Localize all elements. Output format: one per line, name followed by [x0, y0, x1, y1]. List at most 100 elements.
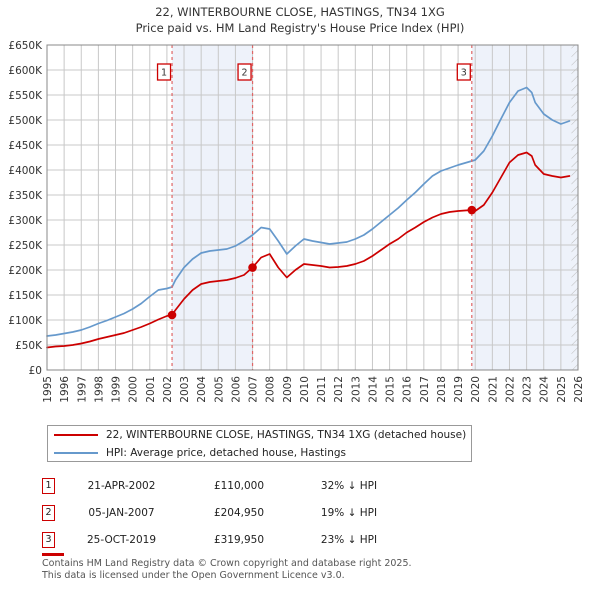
transaction-relative-3: 23% ↓ HPI [320, 533, 378, 546]
x-axis-tick-label: 1999 [111, 376, 123, 403]
x-axis-tick-label: 1998 [93, 376, 105, 403]
x-axis-tick-label: 2003 [179, 376, 191, 403]
transaction-price-1: £110,000 [213, 479, 265, 492]
transaction-badge-1: 1 [42, 477, 55, 494]
y-axis-tick-label: £200K [8, 265, 43, 277]
x-axis-tick-label: 1996 [59, 376, 71, 403]
legend-swatch-property [54, 434, 98, 436]
x-axis-tick-label: 2004 [196, 376, 208, 403]
marker-label-text-3: 3 [461, 68, 467, 79]
transaction-relative-2: 19% ↓ HPI [320, 506, 378, 519]
transaction-badge-2: 2 [42, 504, 55, 521]
x-axis-tick-label: 2005 [213, 376, 225, 403]
transaction-badge-3: 3 [42, 531, 55, 548]
y-axis-tick-label: £150K [8, 290, 43, 302]
transaction-date-3: 25-OCT-2019 [87, 533, 156, 546]
title-line-2: Price paid vs. HM Land Registry's House … [135, 21, 465, 35]
x-axis-tick-label: 1995 [42, 376, 54, 403]
x-axis-tick-label: 2019 [453, 376, 465, 403]
chart-legend: 22, WINTERBOURNE CLOSE, HASTINGS, TN34 1… [47, 425, 472, 462]
table-row[interactable]: 3 25-OCT-2019 £319,950 23% ↓ HPI [42, 526, 472, 553]
x-axis-ticks: 1995 1996 1997 1998 1999 2000 2001 2002 2003 2004… [42, 376, 585, 403]
legend-label-property: 22, WINTERBOURNE CLOSE, HASTINGS, TN34 1… [106, 429, 467, 441]
legend-item-property: 22, WINTERBOURNE CLOSE, HASTINGS, TN34 1… [48, 426, 471, 444]
plot-frame [46, 44, 579, 371]
series-line-property [46, 151, 571, 349]
marker-dot-3[interactable] [467, 205, 477, 215]
x-axis-tick-label: 2008 [265, 376, 277, 403]
transaction-marker-dots [167, 205, 477, 320]
y-axis-tick-label: £250K [8, 240, 43, 252]
chart-footer: Contains HM Land Registry data © Crown c… [42, 558, 582, 581]
x-axis-tick-label: 2000 [128, 376, 140, 403]
marker-label-box-1[interactable] [156, 63, 172, 81]
x-axis-tick-label: 2001 [145, 376, 157, 403]
transaction-date-1: 21-APR-2002 [87, 479, 156, 492]
y-axis-tick-label: £650K [8, 40, 43, 52]
table-row[interactable]: 1 21-APR-2002 £110,000 32% ↓ HPI [42, 472, 472, 499]
forecast-shaded-bands [172, 45, 578, 370]
x-axis-tick-label: 2021 [487, 376, 499, 403]
x-axis-tick-label: 2009 [282, 376, 294, 403]
y-axis-tick-label: £300K [8, 215, 43, 227]
y-axis-tick-label: £0 [29, 365, 42, 377]
chart-title: 22, WINTERBOURNE CLOSE, HASTINGS, TN34 1… [0, 4, 600, 36]
y-axis-ticks: £0 £50K £100K £150K £200K £250K £300K £350K £400… [8, 40, 43, 377]
x-axis-tick-label: 2010 [299, 376, 311, 403]
x-axis-tick-label: 2014 [367, 376, 379, 403]
x-axis-tick-label: 2024 [539, 376, 551, 403]
y-axis-tick-label: £600K [8, 65, 43, 77]
x-axis-tick-label: 2018 [436, 376, 448, 403]
x-axis-tick-label: 2017 [419, 376, 431, 403]
footer-line-2: This data is licensed under the Open Gov… [42, 569, 345, 581]
hatched-no-data-region [571, 45, 578, 370]
x-axis-tick-label: 2026 [573, 376, 585, 403]
legend-label-hpi: HPI: Average price, detached house, Hast… [106, 447, 346, 459]
x-axis-tick-label: 2013 [350, 376, 362, 403]
transaction-date-2: 05-JAN-2007 [88, 506, 155, 519]
y-axis-tick-label: £550K [8, 90, 43, 102]
table-row[interactable]: 2 05-JAN-2007 £204,950 19% ↓ HPI [42, 499, 472, 526]
marker-label-box-3[interactable] [456, 63, 471, 81]
title-line-1: 22, WINTERBOURNE CLOSE, HASTINGS, TN34 1… [155, 5, 445, 19]
shaded-band-2 [471, 45, 578, 370]
footer-accent-bar [42, 553, 64, 556]
y-axis-tick-label: £350K [8, 190, 43, 202]
data-series-lines [46, 86, 571, 349]
y-axis-tick-label: £50K [15, 340, 43, 352]
transactions-table: 1 21-APR-2002 £110,000 32% ↓ HPI 2 05-JA… [42, 472, 472, 553]
series-line-hpi [46, 86, 571, 337]
plot-border [46, 44, 579, 371]
marker-label-text-2: 2 [242, 68, 248, 79]
x-axis-tick-label: 2020 [470, 376, 482, 403]
transaction-marker-labels: 1 2 3 [156, 63, 471, 81]
x-axis-tick-label: 2012 [333, 376, 345, 403]
x-axis-tick-label: 2015 [385, 376, 397, 403]
y-axis-tick-label: £400K [8, 165, 43, 177]
hatched-future-region [571, 45, 578, 370]
transaction-price-2: £204,950 [213, 506, 265, 519]
y-axis-tick-label: £500K [8, 115, 43, 127]
footer-line-1: Contains HM Land Registry data © Crown c… [42, 558, 412, 569]
marker-label-box-2[interactable] [237, 63, 252, 81]
legend-item-hpi: HPI: Average price, detached house, Hast… [48, 444, 471, 462]
shaded-band-1 [172, 45, 253, 370]
y-axis-tick-label: £450K [8, 140, 43, 152]
x-axis-tick-label: 2022 [504, 376, 516, 403]
x-axis-tick-label: 2002 [162, 376, 174, 403]
marker-dot-2[interactable] [248, 263, 257, 272]
transaction-relative-1: 32% ↓ HPI [320, 479, 378, 492]
x-axis-tick-label: 1997 [76, 376, 88, 403]
legend-swatch-hpi [54, 452, 98, 454]
marker-dot-1[interactable] [167, 310, 177, 320]
x-axis-tick-label: 2025 [556, 376, 568, 403]
x-axis-tick-label: 2023 [522, 376, 534, 403]
x-axis-tick-label: 2007 [248, 376, 260, 403]
x-axis-tick-label: 2011 [316, 376, 328, 403]
x-axis-tick-label: 2006 [230, 376, 242, 403]
x-axis-tick-label: 2016 [402, 376, 414, 403]
y-axis-tick-label: £100K [8, 315, 43, 327]
transaction-price-3: £319,950 [213, 533, 265, 546]
